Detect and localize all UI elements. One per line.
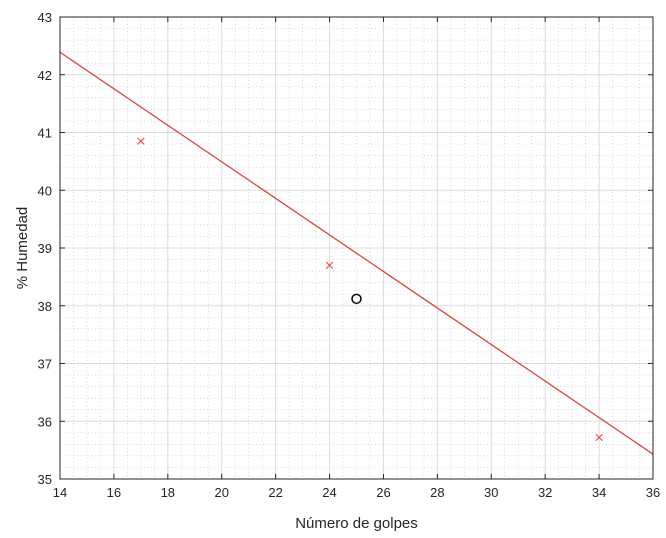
- x-axis-label: Número de golpes: [295, 515, 418, 532]
- y-tick-label: 39: [38, 241, 52, 256]
- x-tick-label: 34: [592, 485, 606, 500]
- y-tick-label: 35: [38, 472, 52, 487]
- x-tick-label: 22: [268, 485, 282, 500]
- y-tick-label: 42: [38, 68, 52, 83]
- plot-content: [59, 51, 654, 455]
- y-tick-label: 41: [38, 126, 52, 141]
- x-axis-ticks: 14 16 18 20 22 24 26 28 30 32 34 36: [53, 17, 660, 500]
- y-axis-label: % Humedad: [14, 207, 31, 290]
- x-tick-label: 30: [484, 485, 498, 500]
- x-tick-label: 28: [430, 485, 444, 500]
- y-tick-label: 40: [38, 183, 52, 198]
- data-point-x-marker: [325, 261, 334, 269]
- data-point-x-marker: [595, 433, 603, 442]
- y-tick-label: 36: [38, 414, 52, 429]
- data-point-circle-marker: [351, 293, 362, 305]
- x-tick-label: 20: [214, 485, 228, 500]
- x-tick-label: 36: [646, 485, 660, 500]
- y-axis-ticks: 35 36 37 38 39 40 41 42 43: [38, 10, 653, 487]
- x-tick-label: 14: [53, 485, 67, 500]
- x-tick-label: 18: [161, 485, 175, 500]
- y-tick-label: 38: [38, 299, 52, 314]
- data-point-x-marker: [137, 137, 145, 145]
- x-tick-label: 26: [376, 485, 390, 500]
- x-tick-label: 32: [538, 485, 552, 500]
- x-tick-label: 24: [322, 485, 336, 500]
- y-tick-label: 37: [38, 357, 52, 372]
- trend-line: [59, 51, 654, 455]
- x-tick-label: 16: [107, 485, 121, 500]
- y-tick-label: 43: [38, 10, 52, 25]
